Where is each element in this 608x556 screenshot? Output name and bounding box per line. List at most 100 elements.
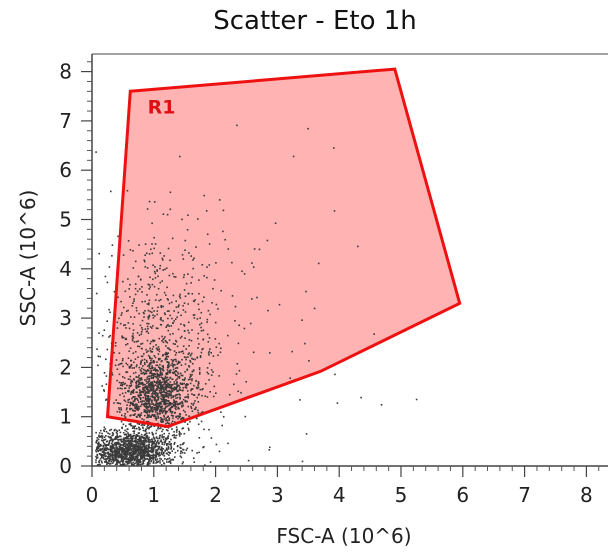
data-point — [156, 349, 159, 351]
data-point — [224, 238, 226, 241]
data-point — [188, 415, 190, 417]
data-point — [208, 337, 211, 339]
data-point — [120, 449, 122, 451]
data-point — [168, 443, 171, 446]
data-point — [105, 375, 108, 377]
data-point — [127, 459, 130, 462]
data-point — [185, 387, 188, 389]
data-point — [166, 420, 169, 422]
data-point — [174, 405, 176, 407]
data-point — [146, 267, 149, 269]
data-point — [143, 448, 145, 450]
data-point — [172, 417, 174, 420]
data-point — [139, 382, 141, 385]
data-point — [181, 462, 184, 465]
data-point — [219, 351, 222, 354]
data-point — [308, 360, 310, 362]
data-point — [175, 403, 177, 405]
data-point — [145, 380, 148, 382]
data-point — [159, 252, 162, 254]
data-point — [156, 369, 159, 372]
data-point — [97, 364, 99, 367]
data-point — [170, 422, 173, 425]
data-point — [380, 404, 383, 406]
data-point — [155, 394, 157, 397]
data-point — [181, 374, 184, 377]
data-point — [157, 405, 160, 407]
data-point — [149, 450, 152, 452]
data-point — [191, 449, 193, 452]
data-point — [161, 453, 164, 456]
data-point — [138, 442, 141, 445]
x-tick-label: 7 — [518, 483, 531, 507]
data-point — [127, 378, 130, 380]
data-point — [176, 378, 178, 380]
data-point — [106, 447, 108, 449]
data-point — [123, 464, 125, 466]
data-point — [145, 391, 147, 393]
data-point — [191, 352, 193, 355]
data-point — [132, 435, 134, 438]
data-point — [193, 314, 196, 316]
data-point — [174, 388, 177, 391]
data-point — [151, 384, 154, 387]
data-point — [111, 432, 114, 434]
data-point — [162, 410, 165, 412]
data-point — [150, 389, 153, 392]
data-point — [212, 355, 215, 357]
data-point — [128, 423, 131, 425]
data-point — [111, 446, 113, 448]
y-tick-label: 8 — [59, 60, 72, 84]
data-point — [227, 248, 230, 250]
data-point — [144, 429, 147, 432]
data-point — [178, 433, 181, 435]
data-point — [238, 324, 240, 327]
data-point — [162, 259, 164, 261]
data-point — [152, 278, 154, 281]
data-point — [132, 378, 135, 380]
data-point — [168, 393, 170, 396]
data-point — [172, 388, 175, 390]
data-point — [109, 334, 111, 337]
data-point — [145, 348, 147, 351]
data-point — [163, 400, 165, 402]
data-point — [144, 260, 146, 263]
data-point — [118, 451, 121, 453]
data-point — [152, 264, 154, 266]
data-point — [150, 410, 152, 412]
data-point — [188, 429, 190, 431]
data-point — [109, 311, 111, 314]
data-point — [117, 402, 120, 404]
data-point — [187, 303, 189, 305]
data-point — [185, 356, 187, 359]
data-point — [155, 409, 157, 411]
data-point — [115, 446, 117, 448]
data-point — [151, 222, 153, 225]
data-point — [131, 445, 133, 448]
data-point — [251, 298, 253, 300]
data-point — [182, 409, 185, 412]
data-point — [147, 446, 150, 448]
data-point — [137, 379, 140, 381]
data-point — [144, 439, 146, 442]
data-point — [98, 436, 101, 438]
data-point — [134, 457, 136, 459]
data-point — [155, 327, 158, 329]
data-point — [160, 397, 162, 400]
data-point — [133, 459, 136, 462]
data-point — [142, 451, 144, 453]
data-point — [108, 458, 111, 461]
data-point — [125, 450, 128, 452]
data-point — [157, 366, 160, 368]
data-point — [137, 442, 140, 445]
data-point — [166, 449, 168, 451]
data-point — [118, 447, 121, 449]
data-point — [192, 259, 194, 261]
data-point — [210, 374, 213, 376]
data-point — [111, 439, 114, 442]
data-point — [119, 438, 122, 441]
data-point — [151, 365, 153, 367]
data-point — [157, 415, 159, 418]
data-point — [144, 266, 147, 268]
data-point — [149, 416, 151, 418]
